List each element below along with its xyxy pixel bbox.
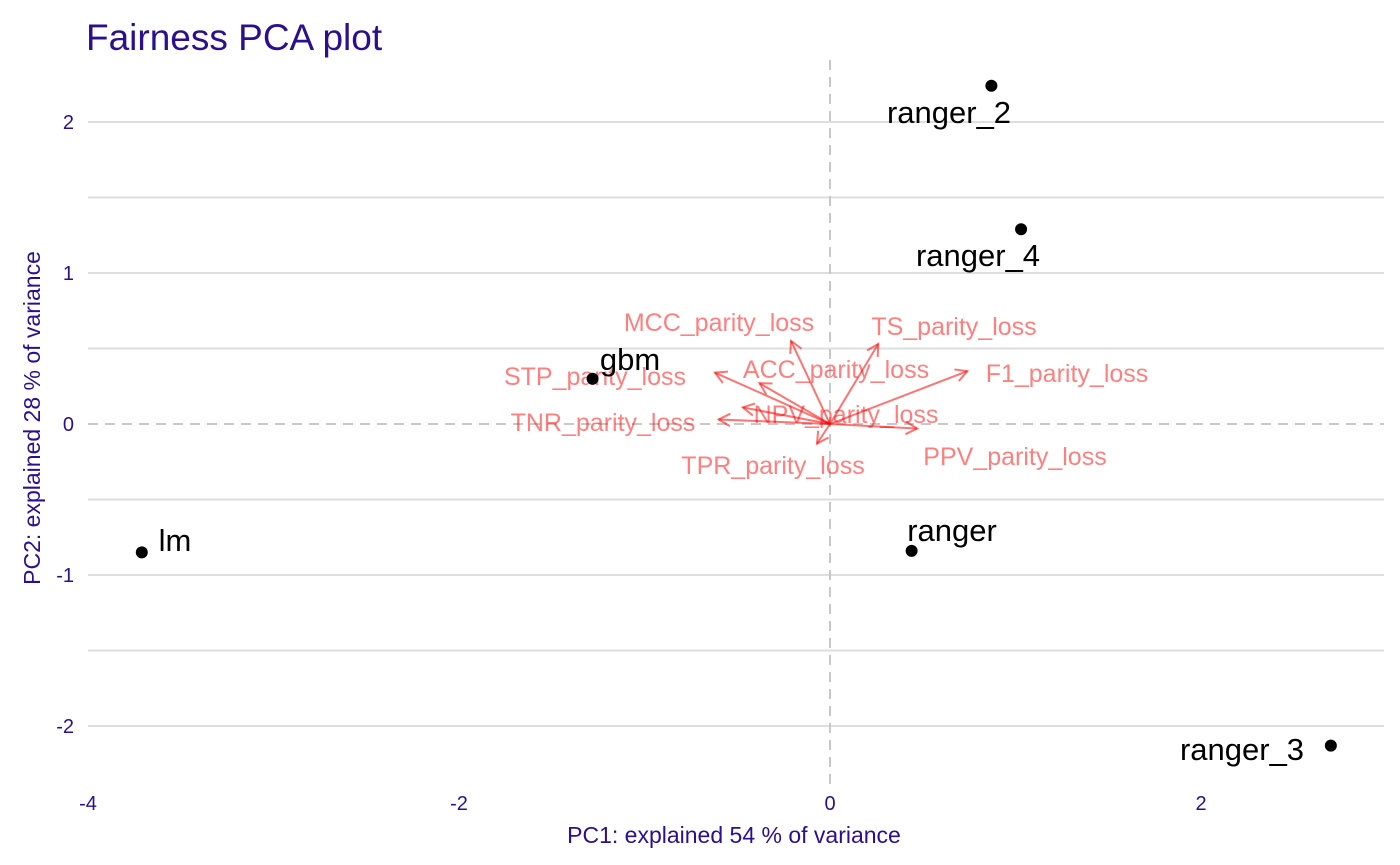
loading-arrow bbox=[718, 418, 831, 425]
y-tick-label: 1 bbox=[63, 263, 74, 285]
y-tick-label: 0 bbox=[63, 414, 74, 436]
chart-title: Fairness PCA plot bbox=[86, 17, 383, 58]
data-point bbox=[135, 546, 148, 559]
x-tick-label: -4 bbox=[79, 793, 97, 815]
point-label: ranger_3 bbox=[1180, 732, 1304, 767]
axis-ticks: -4 -2 0 2 -2 -1 0 1 2 bbox=[56, 112, 1206, 815]
loading-arrowhead bbox=[740, 402, 756, 417]
x-tick-label: -2 bbox=[450, 793, 468, 815]
point-label: ranger_4 bbox=[916, 238, 1040, 273]
loading-arrow bbox=[829, 423, 918, 430]
loading-label: PPV_parity_loss bbox=[923, 443, 1106, 471]
point-label: lm bbox=[159, 523, 192, 558]
loading-label: F1_parity_loss bbox=[986, 360, 1149, 388]
loading-label: TNR_parity_loss bbox=[511, 409, 696, 437]
loading-arrow bbox=[790, 340, 831, 425]
data-point bbox=[905, 544, 918, 557]
loading-arrow bbox=[742, 406, 831, 425]
point-label: ranger_2 bbox=[887, 95, 1011, 130]
loading-label: MCC_parity_loss bbox=[624, 309, 814, 337]
y-axis-label: PC2: explained 28 % of variance bbox=[19, 251, 45, 585]
loading-arrow bbox=[714, 371, 831, 425]
loading-label: ACC_parity_loss bbox=[743, 356, 929, 384]
data-point bbox=[985, 79, 998, 92]
loading-arrowhead bbox=[789, 339, 803, 354]
loading-arrows bbox=[713, 339, 970, 446]
x-axis-label: PC1: explained 54 % of variance bbox=[567, 822, 901, 848]
x-tick-label: 2 bbox=[1195, 793, 1206, 815]
loading-arrow bbox=[829, 370, 968, 425]
loading-arrowhead bbox=[713, 370, 729, 384]
loading-arrow bbox=[816, 423, 831, 445]
loading-arrowhead bbox=[866, 342, 880, 358]
loading-labels: MCC_parity_lossTS_parity_lossSTP_parity_… bbox=[504, 309, 1148, 480]
point-label: gbm bbox=[600, 342, 660, 377]
loading-arrowhead bbox=[815, 430, 829, 446]
model-points bbox=[135, 79, 1337, 752]
loading-arrowhead bbox=[716, 412, 731, 428]
loading-arrow bbox=[829, 343, 880, 425]
x-tick-label: 0 bbox=[824, 793, 835, 815]
loading-label: NPV_parity_loss bbox=[754, 401, 939, 429]
point-label: ranger bbox=[907, 513, 997, 548]
loading-arrowhead bbox=[905, 420, 920, 436]
loading-arrowhead bbox=[954, 368, 970, 382]
y-tick-label: -1 bbox=[56, 565, 74, 587]
loading-arrow bbox=[759, 382, 831, 425]
loading-label: TS_parity_loss bbox=[871, 313, 1036, 341]
loading-label: TPR_parity_loss bbox=[681, 452, 864, 480]
gridlines bbox=[88, 121, 1384, 727]
data-point bbox=[1324, 739, 1337, 752]
zero-reference-lines bbox=[88, 60, 1384, 785]
y-tick-label: -2 bbox=[56, 716, 74, 738]
data-point bbox=[586, 372, 599, 385]
loading-arrowhead bbox=[757, 382, 773, 395]
y-tick-label: 2 bbox=[63, 112, 74, 134]
data-point bbox=[1015, 223, 1028, 236]
